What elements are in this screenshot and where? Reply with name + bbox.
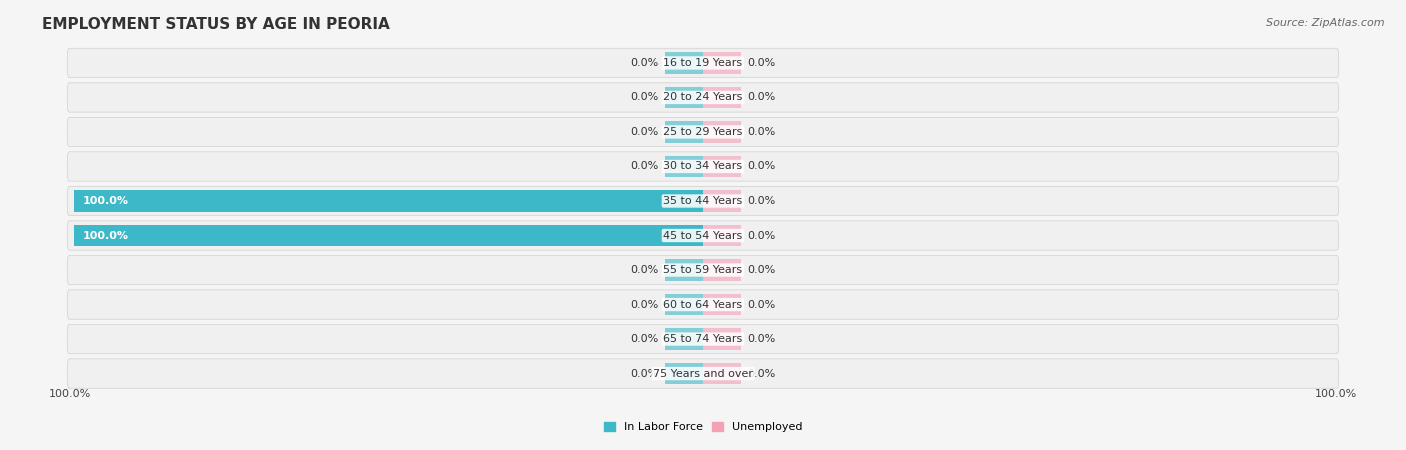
- Text: 75 Years and over: 75 Years and over: [652, 369, 754, 378]
- FancyBboxPatch shape: [67, 186, 1339, 216]
- FancyBboxPatch shape: [67, 324, 1339, 354]
- Text: 0.0%: 0.0%: [631, 58, 659, 68]
- Text: 0.0%: 0.0%: [631, 300, 659, 310]
- Bar: [665, 259, 703, 281]
- Text: 0.0%: 0.0%: [747, 58, 775, 68]
- Text: 60 to 64 Years: 60 to 64 Years: [664, 300, 742, 310]
- Bar: [703, 259, 741, 281]
- Legend: In Labor Force, Unemployed: In Labor Force, Unemployed: [599, 417, 807, 436]
- Text: 0.0%: 0.0%: [747, 300, 775, 310]
- Bar: [703, 328, 741, 350]
- Bar: [703, 52, 741, 74]
- Text: 25 to 29 Years: 25 to 29 Years: [664, 127, 742, 137]
- Text: 45 to 54 Years: 45 to 54 Years: [664, 230, 742, 240]
- Text: 65 to 74 Years: 65 to 74 Years: [664, 334, 742, 344]
- Bar: [665, 294, 703, 315]
- Text: 0.0%: 0.0%: [747, 369, 775, 378]
- Bar: [703, 156, 741, 177]
- FancyBboxPatch shape: [67, 290, 1339, 319]
- Text: EMPLOYMENT STATUS BY AGE IN PEORIA: EMPLOYMENT STATUS BY AGE IN PEORIA: [42, 18, 389, 32]
- Bar: [665, 52, 703, 74]
- FancyBboxPatch shape: [67, 359, 1339, 388]
- FancyBboxPatch shape: [67, 48, 1339, 77]
- Bar: [703, 190, 741, 212]
- FancyBboxPatch shape: [67, 221, 1339, 250]
- Text: 0.0%: 0.0%: [631, 265, 659, 275]
- Bar: [665, 121, 703, 143]
- Text: Source: ZipAtlas.com: Source: ZipAtlas.com: [1267, 18, 1385, 28]
- Bar: [703, 121, 741, 143]
- Text: 0.0%: 0.0%: [631, 334, 659, 344]
- Text: 100.0%: 100.0%: [83, 196, 129, 206]
- Bar: [703, 87, 741, 108]
- Text: 0.0%: 0.0%: [631, 127, 659, 137]
- Text: 0.0%: 0.0%: [747, 127, 775, 137]
- Bar: [665, 328, 703, 350]
- Text: 30 to 34 Years: 30 to 34 Years: [664, 162, 742, 171]
- Text: 0.0%: 0.0%: [631, 162, 659, 171]
- FancyBboxPatch shape: [67, 255, 1339, 285]
- Text: 35 to 44 Years: 35 to 44 Years: [664, 196, 742, 206]
- Text: 0.0%: 0.0%: [631, 92, 659, 103]
- Bar: [73, 190, 703, 212]
- Text: 20 to 24 Years: 20 to 24 Years: [664, 92, 742, 103]
- Text: 0.0%: 0.0%: [747, 92, 775, 103]
- Text: 100.0%: 100.0%: [83, 230, 129, 240]
- Text: 16 to 19 Years: 16 to 19 Years: [664, 58, 742, 68]
- Text: 0.0%: 0.0%: [747, 162, 775, 171]
- Text: 0.0%: 0.0%: [747, 196, 775, 206]
- FancyBboxPatch shape: [67, 152, 1339, 181]
- Bar: [665, 87, 703, 108]
- Text: 0.0%: 0.0%: [747, 230, 775, 240]
- Text: 0.0%: 0.0%: [747, 334, 775, 344]
- Bar: [703, 363, 741, 384]
- Bar: [703, 294, 741, 315]
- FancyBboxPatch shape: [67, 117, 1339, 147]
- Bar: [703, 225, 741, 246]
- Text: 0.0%: 0.0%: [631, 369, 659, 378]
- Text: 0.0%: 0.0%: [747, 265, 775, 275]
- Text: 100.0%: 100.0%: [48, 389, 91, 399]
- Bar: [73, 225, 703, 246]
- Bar: [665, 363, 703, 384]
- Text: 100.0%: 100.0%: [1315, 389, 1358, 399]
- FancyBboxPatch shape: [67, 83, 1339, 112]
- Bar: [665, 156, 703, 177]
- Text: 55 to 59 Years: 55 to 59 Years: [664, 265, 742, 275]
